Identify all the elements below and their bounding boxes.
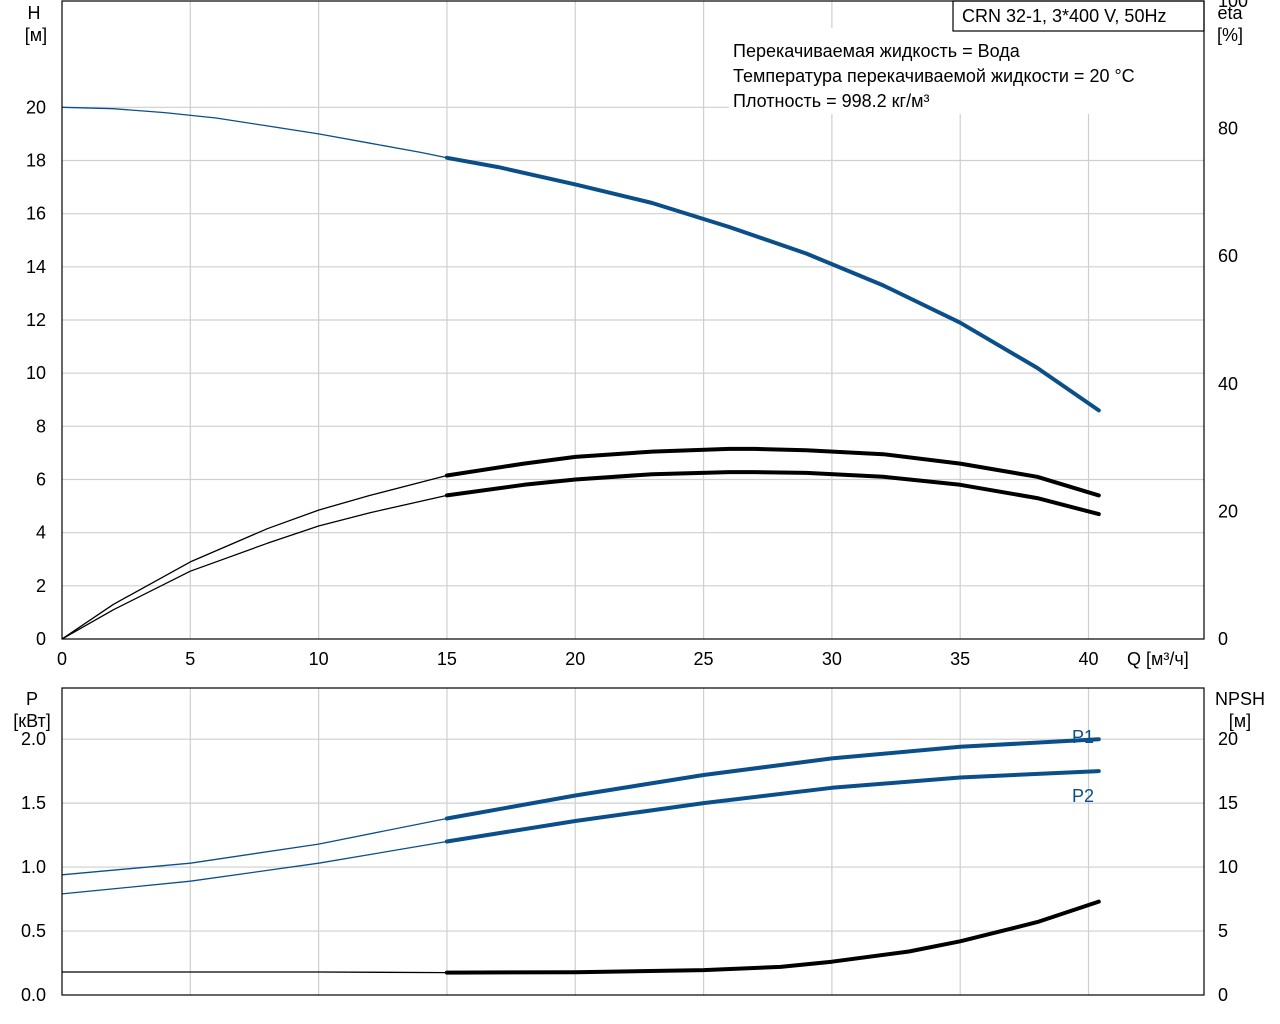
info-line-temperature: Температура перекачиваемой жидкости = 20… — [733, 66, 1135, 86]
top-right-axis-unit: [%] — [1217, 25, 1243, 45]
bottom-left-axis-title: P — [26, 689, 38, 709]
p2-series-label: P2 — [1072, 786, 1094, 806]
top-chart-frame — [61, 0, 1205, 640]
top-left-tick-label: 8 — [36, 416, 46, 436]
top-left-tick-label: 4 — [36, 523, 46, 543]
top-right-tick-label: 40 — [1218, 374, 1238, 394]
bottom-left-tick-label: 1.5 — [21, 793, 46, 813]
top-series-0-bold-line — [444, 155, 1101, 413]
bottom-right-tick-label: 15 — [1218, 793, 1238, 813]
top-left-tick-label: 6 — [36, 470, 46, 490]
info-line-density: Плотность = 998.2 кг/м³ — [733, 91, 929, 111]
top-chart-tick-labels: 0 2 4 6 8 10 12 14 16 18 20 0 20 40 60 80 100 0 5 10 15 20 25 3… — [26, 0, 1248, 669]
info-line-fluid: Перекачиваемая жидкость = Вода — [733, 41, 1021, 61]
bottom-chart-tick-labels: 0.0 0.5 1.0 1.5 2.0 0 5 10 15 20 — [21, 729, 1238, 1005]
top-series-1-bold-line — [444, 446, 1101, 498]
model-label: CRN 32-1, 3*400 V, 50Hz — [962, 6, 1166, 26]
x-tick-label: 30 — [822, 649, 842, 669]
bottom-right-axis-title: NPSH — [1215, 689, 1265, 709]
x-tick-label: 35 — [950, 649, 970, 669]
top-left-tick-label: 16 — [26, 204, 46, 224]
bottom-right-axis-unit: [м] — [1229, 711, 1251, 731]
top-left-tick-label: 12 — [26, 310, 46, 330]
top-series-0-thin-line — [61, 106, 448, 159]
bottom-chart-frame — [61, 687, 1205, 996]
x-tick-label: 0 — [57, 649, 67, 669]
top-left-tick-label: 18 — [26, 151, 46, 171]
bottom-series-1-thin-line — [61, 840, 448, 895]
bottom-series-0-bold-line — [444, 737, 1101, 821]
bottom-chart-grid — [62, 688, 1204, 995]
top-left-tick-label: 0 — [36, 629, 46, 649]
bottom-left-axis-unit: [кВт] — [13, 711, 51, 731]
bottom-series-2-thin-line — [62, 971, 447, 974]
bottom-series-1-bold-line — [444, 769, 1101, 844]
bottom-right-tick-label: 20 — [1218, 729, 1238, 749]
bottom-right-tick-label: 5 — [1218, 921, 1228, 941]
bottom-right-tick-label: 10 — [1218, 857, 1238, 877]
x-tick-label: 40 — [1079, 649, 1099, 669]
bottom-chart-curves — [61, 737, 1101, 975]
top-left-tick-label: 20 — [26, 97, 46, 117]
bottom-left-tick-label: 0.0 — [21, 985, 46, 1005]
bottom-right-tick-label: 0 — [1218, 985, 1228, 1005]
x-tick-label: 25 — [694, 649, 714, 669]
bottom-left-tick-label: 0.5 — [21, 921, 46, 941]
top-right-tick-label: 100 — [1218, 0, 1248, 11]
top-right-tick-label: 0 — [1218, 629, 1228, 649]
top-left-tick-label: 2 — [36, 576, 46, 596]
bottom-series-2-bold-line — [444, 899, 1101, 975]
top-right-tick-label: 60 — [1218, 246, 1238, 266]
top-series-2-thin-line — [61, 494, 448, 640]
top-left-tick-label: 14 — [26, 257, 46, 277]
top-left-tick-label: 10 — [26, 363, 46, 383]
bottom-left-tick-label: 1.0 — [21, 857, 46, 877]
x-tick-label: 10 — [309, 649, 329, 669]
top-chart-curves — [61, 106, 1101, 640]
top-left-axis-unit: [м] — [25, 25, 47, 45]
top-series-1-thin-line — [61, 474, 448, 640]
top-left-axis-title: H — [28, 3, 41, 23]
top-series-2-bold-line — [444, 470, 1101, 517]
x-tick-label: 5 — [185, 649, 195, 669]
info-box-background — [729, 28, 1204, 114]
x-tick-label: 20 — [565, 649, 585, 669]
p1-series-label: P1 — [1072, 727, 1094, 747]
top-right-axis-title: eta — [1217, 3, 1243, 23]
bottom-left-tick-label: 2.0 — [21, 729, 46, 749]
top-right-tick-label: 80 — [1218, 119, 1238, 139]
x-axis-title: Q [м³/ч] — [1127, 649, 1189, 669]
x-tick-label: 15 — [437, 649, 457, 669]
bottom-series-0-thin-line — [61, 817, 448, 876]
top-right-tick-label: 20 — [1218, 501, 1238, 521]
